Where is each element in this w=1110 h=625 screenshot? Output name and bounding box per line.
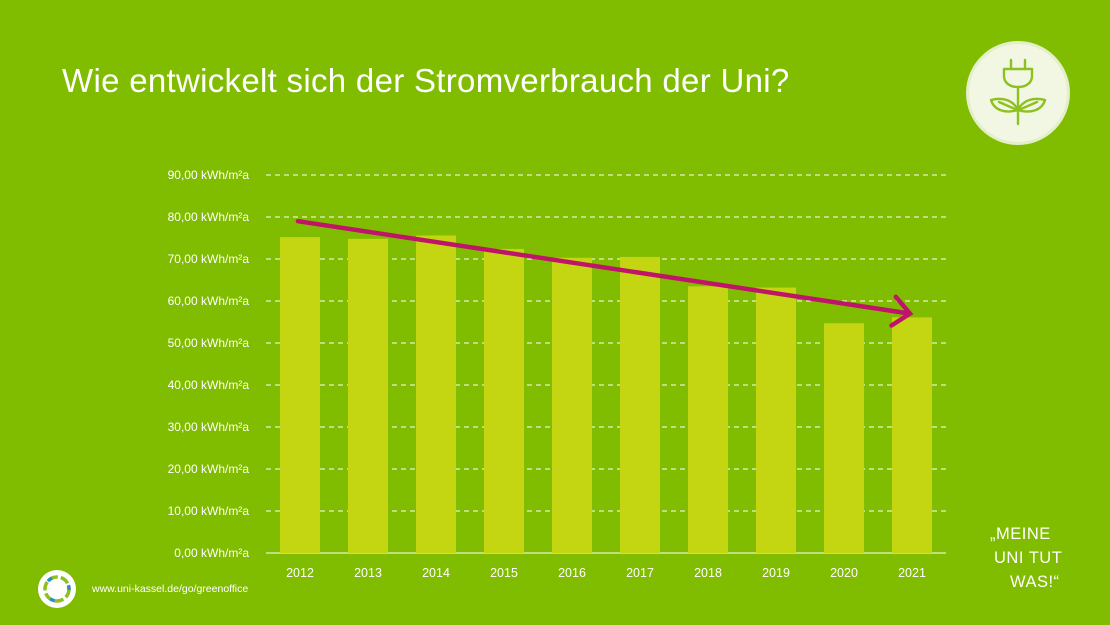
slogan-line-3: WAS!“ <box>1010 573 1060 591</box>
slogan-line-2: UNI TUT <box>994 549 1063 567</box>
uni-logo[interactable] <box>38 570 76 608</box>
y-tick-label: 30,00 kWh/m²a <box>168 420 250 434</box>
trend-arrow-head <box>889 294 914 328</box>
plug-with-leaves-icon <box>989 58 1047 126</box>
bar-2014 <box>416 235 456 554</box>
footer-url[interactable]: www.uni-kassel.de/go/greenoffice <box>92 583 249 595</box>
x-tick-label: 2016 <box>558 566 586 580</box>
uni-logo-icon <box>43 575 71 603</box>
x-tick-label: 2018 <box>694 566 722 580</box>
x-tick-label: 2020 <box>830 566 858 580</box>
y-tick-label: 20,00 kWh/m²a <box>168 462 250 476</box>
slogan: „MEINE UNI TUT WAS!“ <box>990 522 1080 594</box>
plug-leaves-badge <box>966 41 1070 145</box>
bar-2017 <box>620 256 660 553</box>
y-tick-label: 50,00 kWh/m²a <box>168 336 250 350</box>
y-tick-label: 80,00 kWh/m²a <box>168 210 250 224</box>
x-tick-label: 2013 <box>354 566 382 580</box>
bar-2019 <box>756 287 796 553</box>
x-tick-label: 2012 <box>286 566 314 580</box>
bar-2013 <box>348 238 388 553</box>
slogan-line-1: „MEINE <box>990 525 1051 543</box>
x-tick-label: 2014 <box>422 566 450 580</box>
trend-arrow-line <box>295 218 913 316</box>
y-tick-label: 70,00 kWh/m²a <box>168 252 250 266</box>
y-tick-label: 10,00 kWh/m²a <box>168 504 250 518</box>
x-tick-label: 2019 <box>762 566 790 580</box>
x-tick-label: 2017 <box>626 566 654 580</box>
bar-2015 <box>484 248 524 554</box>
x-tick-label: 2015 <box>490 566 518 580</box>
bar-2018 <box>688 286 728 553</box>
bar-2016 <box>552 257 592 553</box>
x-tick-label: 2021 <box>898 566 926 580</box>
page-title: Wie entwickelt sich der Stromverbrauch d… <box>62 62 790 99</box>
bar-2020 <box>824 323 864 553</box>
y-tick-label: 0,00 kWh/m²a <box>174 546 249 560</box>
y-tick-label: 90,00 kWh/m²a <box>168 168 250 182</box>
y-tick-label: 40,00 kWh/m²a <box>168 378 250 392</box>
bar-2012 <box>280 237 320 553</box>
bar-2021 <box>892 317 932 553</box>
y-tick-label: 60,00 kWh/m²a <box>168 294 250 308</box>
